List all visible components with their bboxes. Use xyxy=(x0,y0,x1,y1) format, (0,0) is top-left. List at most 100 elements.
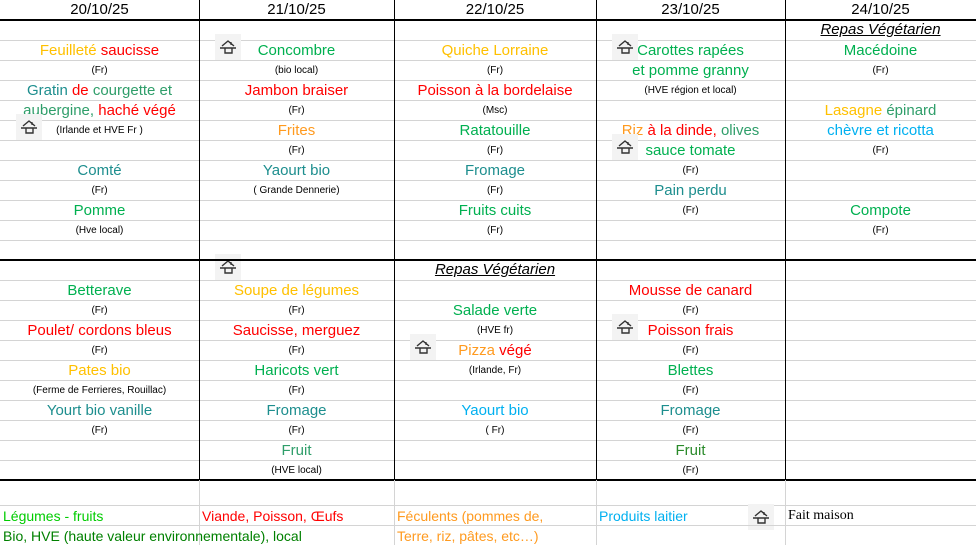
legend-dairy: Produits laitier xyxy=(596,505,785,525)
dish-text-segment: et pomme granny xyxy=(632,62,749,79)
dish-line: Haricots vert xyxy=(199,360,394,380)
divider xyxy=(785,480,786,545)
dish-text-segment: Frites xyxy=(277,122,316,139)
day-column: Betterave (Fr) Poulet/ cordons bleus (Fr) Pa… xyxy=(0,260,199,480)
day-header: 20/10/25 xyxy=(0,0,199,20)
dish-line: Comté xyxy=(0,160,199,180)
column-divider xyxy=(394,0,395,480)
dish-line: Pates bio xyxy=(0,360,199,380)
dish-line: Pain perdu xyxy=(596,180,785,200)
house-icon xyxy=(612,34,638,60)
origin-note: ( Grande Dennerie) xyxy=(199,180,394,200)
dish-line: Compote xyxy=(785,200,976,220)
origin-note: (Msc) xyxy=(394,100,596,120)
origin-note: (Fr) xyxy=(394,180,596,200)
empty-line xyxy=(0,240,199,260)
legend-starch: Féculents (pommes de, xyxy=(394,505,596,525)
legend: Légumes - fruits Bio, HVE (haute valeur … xyxy=(0,480,976,545)
empty-line xyxy=(785,260,976,280)
day-column: Soupe de légumes (Fr) Saucisse, merguez (Fr… xyxy=(199,254,394,480)
dish-line: Quiche Lorraine xyxy=(394,40,596,60)
origin-note: (Fr) xyxy=(596,200,785,220)
origin-note: (HVE local) xyxy=(199,460,394,480)
house-icon xyxy=(215,34,241,60)
empty-line xyxy=(0,260,199,280)
dish-text-segment: Poulet/ cordons bleus xyxy=(27,322,172,339)
origin-note: (Fr) xyxy=(199,340,394,360)
dish-text-segment: Fromage xyxy=(660,402,721,419)
origin-note: (Fr) xyxy=(785,140,976,160)
empty-line xyxy=(0,460,199,480)
empty-line xyxy=(785,80,976,100)
day-column: Concombre (bio local) Jambon braiser (Fr) Fr… xyxy=(199,20,394,260)
origin-note: ( Fr) xyxy=(394,420,596,440)
origin-note: (Fr) xyxy=(0,180,199,200)
origin-note: (Fr) xyxy=(785,220,976,240)
origin-note: (Hve local) xyxy=(0,220,199,240)
dish-text-segment: Pain perdu xyxy=(654,182,727,199)
dish-text-segment: haché végé xyxy=(98,102,176,119)
empty-cell xyxy=(785,525,976,545)
empty-line xyxy=(785,160,976,180)
dish-text-segment: Fruits cuits xyxy=(458,202,532,219)
dish-line: Fruits cuits xyxy=(394,200,596,220)
empty-line xyxy=(785,280,976,300)
dish-text-segment: Gratin xyxy=(26,82,72,99)
legend-organic: Bio, HVE (haute valeur environnementale)… xyxy=(0,525,394,545)
dish-text-segment: Fromage xyxy=(464,162,526,179)
dish-line: Feuilleté saucisse xyxy=(0,40,199,60)
empty-line xyxy=(785,380,976,400)
dish-text-segment: épinard xyxy=(886,102,937,119)
empty-line xyxy=(394,460,596,480)
dish-text-segment: sauce tomate xyxy=(645,142,736,159)
empty-line xyxy=(199,240,394,260)
dish-line: Pomme xyxy=(0,200,199,220)
dish-text-segment: Mousse de canard xyxy=(628,282,753,299)
dish-text-segment: Compote xyxy=(850,202,911,219)
origin-note: (Fr) xyxy=(785,60,976,80)
dish-text-segment: végé xyxy=(499,342,532,359)
row-divider xyxy=(0,20,976,21)
day-header: 21/10/25 xyxy=(199,0,394,20)
divider xyxy=(394,480,395,545)
dish-line: sauce tomate xyxy=(596,140,785,160)
empty-line xyxy=(785,440,976,460)
legend-starch-cont: Terre, riz, pâtes, etc…) xyxy=(394,525,596,545)
empty-cell xyxy=(596,525,785,545)
dish-line: Pizza végé xyxy=(394,340,596,360)
dish-text-segment: saucisse xyxy=(100,42,160,59)
empty-line xyxy=(596,100,785,120)
origin-note: (Fr) xyxy=(596,380,785,400)
dish-text-segment: Carottes rapées xyxy=(637,42,744,59)
dish-line: Blettes xyxy=(596,360,785,380)
day-header: 23/10/25 xyxy=(596,0,785,20)
origin-note: (Irlande, Fr) xyxy=(394,360,596,380)
dish-text-segment: Saucisse, merguez xyxy=(232,322,361,339)
dish-text-segment: Betterave xyxy=(67,282,132,299)
empty-line xyxy=(199,220,394,240)
dish-text-segment: Soupe de légumes xyxy=(233,282,360,299)
dish-line: chèvre et ricotta xyxy=(785,120,976,140)
legend-homemade: Fait maison xyxy=(785,505,976,525)
origin-note: (Fr) xyxy=(0,60,199,80)
empty-line xyxy=(785,460,976,480)
origin-note: (Fr) xyxy=(394,220,596,240)
vegetarian-meal-title: Repas Végétarien xyxy=(434,261,556,278)
dish-line: Fruit xyxy=(596,440,785,460)
column-divider xyxy=(785,0,786,480)
dish-text-segment: Salade verte xyxy=(452,302,538,319)
dish-line: Yourt bio vanille xyxy=(0,400,199,420)
origin-note: (HVE région et local) xyxy=(596,80,785,100)
dish-text-segment: Quiche Lorraine xyxy=(441,42,549,59)
dish-text-segment: Jambon braiser xyxy=(244,82,349,99)
dish-line: Soupe de légumes xyxy=(199,280,394,300)
empty-line xyxy=(394,440,596,460)
house-icon xyxy=(410,334,436,360)
dish-text-segment: de xyxy=(71,82,93,99)
house-icon xyxy=(215,254,241,280)
day-header: 22/10/25 xyxy=(394,0,596,20)
dish-text-segment: olives xyxy=(720,122,760,139)
empty-line xyxy=(785,300,976,320)
dish-text-segment: Pates bio xyxy=(68,362,131,379)
dish-text-segment: Yourt bio vanille xyxy=(46,402,153,419)
